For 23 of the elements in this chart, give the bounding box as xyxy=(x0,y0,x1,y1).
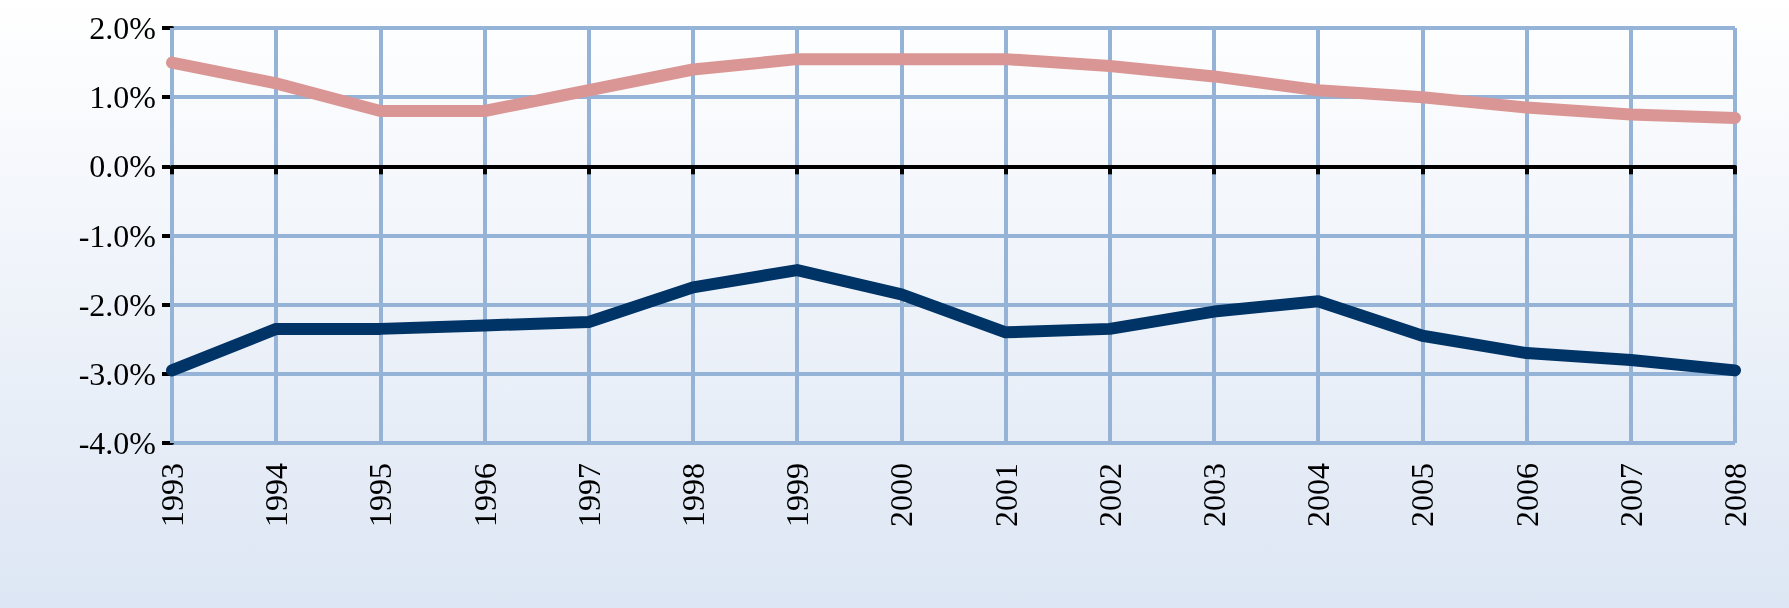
x-tick-label: 2001 xyxy=(987,463,1024,527)
x-tick-label: 2003 xyxy=(1196,463,1232,527)
x-tick-label: 2004 xyxy=(1300,463,1337,527)
x-tick-label: 1993 xyxy=(154,463,190,527)
x-tick-label: 1998 xyxy=(675,463,711,527)
x-tick-label: 2005 xyxy=(1404,463,1441,527)
x-tick-label: 2000 xyxy=(883,463,920,527)
x-tick-label: 2002 xyxy=(1091,463,1128,527)
y-tick-label: 0.0% xyxy=(89,148,156,185)
y-tick-label: -4.0% xyxy=(78,425,156,461)
x-tick-label: 2007 xyxy=(1612,463,1649,527)
y-tick-label: -1.0% xyxy=(78,217,156,254)
y-tick-label: 1.0% xyxy=(89,79,156,116)
x-tick-label: 1997 xyxy=(570,463,607,527)
y-tick-label: 2.0% xyxy=(89,10,156,46)
x-tick-label: 2008 xyxy=(1717,463,1753,527)
x-tick-label: 1994 xyxy=(258,463,295,527)
y-tick-label: -2.0% xyxy=(78,286,156,323)
x-tick-label: 1995 xyxy=(362,463,399,527)
y-tick-label: -3.0% xyxy=(78,355,156,392)
x-tick-label: 1999 xyxy=(779,463,816,527)
x-tick-label: 1996 xyxy=(466,463,503,527)
x-tick-label: 2006 xyxy=(1508,463,1545,527)
